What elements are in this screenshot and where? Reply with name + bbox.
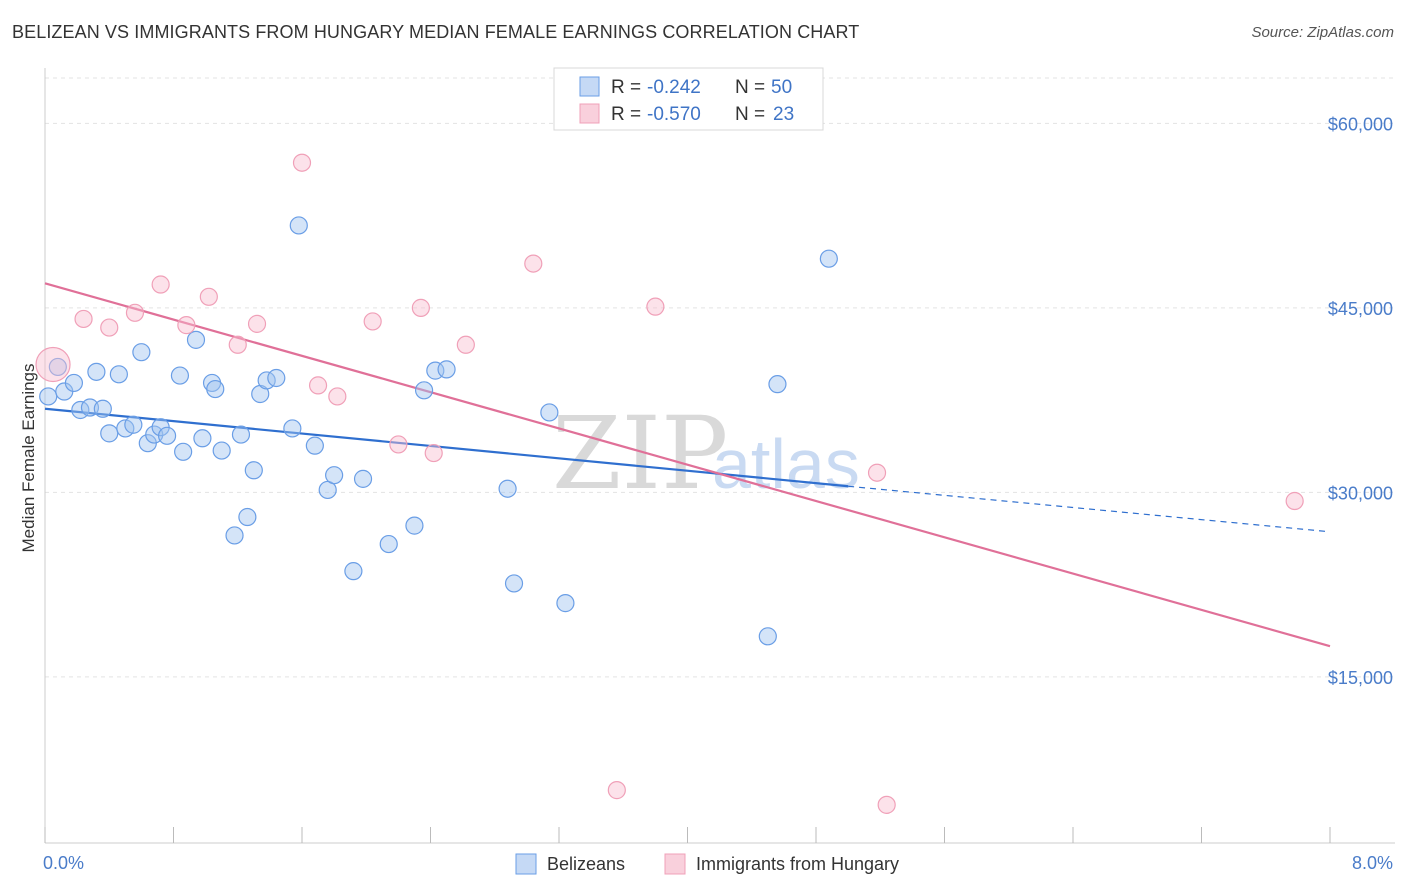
watermark-zip: ZIP xyxy=(552,395,728,512)
point-belizeans xyxy=(819,249,838,268)
point-belizeans xyxy=(157,426,177,445)
point-belizeans xyxy=(540,403,559,422)
point-belizeans xyxy=(353,469,373,488)
chart-title: BELIZEAN VS IMMIGRANTS FROM HUNGARY MEDI… xyxy=(12,22,860,42)
legend-n-label-1: N = xyxy=(735,77,765,98)
point-hungary xyxy=(74,309,93,329)
trend-line-hungary xyxy=(44,282,1331,648)
y-tick-label: $30,000 xyxy=(1328,483,1393,503)
point-belizeans xyxy=(87,362,106,381)
point-belizeans xyxy=(109,365,128,384)
correlation-legend: R = -0.242 N = 50 R = -0.570 N = 23 xyxy=(553,67,824,131)
point-belizeans xyxy=(768,375,787,394)
point-belizeans xyxy=(405,516,424,535)
watermark-atlas: atlas xyxy=(712,425,860,503)
point-belizeans xyxy=(325,466,344,485)
data-points xyxy=(35,153,1304,814)
point-belizeans xyxy=(437,360,456,379)
point-belizeans xyxy=(414,381,434,400)
point-belizeans xyxy=(212,441,231,460)
point-belizeans xyxy=(504,574,524,593)
point-belizeans xyxy=(289,216,308,235)
point-hungary xyxy=(247,314,267,333)
point-hungary xyxy=(228,335,247,354)
x-tick-label-min: 0.0% xyxy=(43,853,84,873)
point-hungary xyxy=(646,297,665,316)
point-hungary xyxy=(35,346,71,383)
legend-n-label-2: N = xyxy=(735,104,765,125)
point-belizeans xyxy=(39,387,58,406)
point-hungary xyxy=(177,316,196,335)
point-belizeans xyxy=(93,399,112,418)
point-hungary xyxy=(308,376,328,395)
point-belizeans xyxy=(344,562,363,581)
legend-r-label-2: R = xyxy=(611,104,641,125)
point-belizeans xyxy=(132,343,151,362)
source-label: Source: ZipAtlas.com xyxy=(1251,24,1394,41)
legend-swatch-blue xyxy=(579,76,600,97)
point-belizeans xyxy=(174,442,193,461)
point-belizeans xyxy=(124,415,143,434)
point-belizeans xyxy=(206,379,225,399)
trend-line-belizeans-extension xyxy=(848,485,1331,533)
legend-r-value-1: -0.242 xyxy=(647,77,701,98)
point-belizeans xyxy=(100,424,119,443)
point-hungary xyxy=(199,287,218,306)
point-hungary xyxy=(328,387,347,406)
point-hungary xyxy=(456,335,475,354)
point-belizeans xyxy=(186,330,206,349)
point-belizeans xyxy=(379,534,398,554)
legend-r-label-1: R = xyxy=(611,77,641,98)
legend-n-value-1: 50 xyxy=(771,77,792,98)
point-hungary xyxy=(100,318,119,337)
point-hungary xyxy=(389,435,408,454)
legend-n-value-2: 23 xyxy=(773,104,794,125)
point-belizeans xyxy=(80,398,100,417)
series-legend-hungary: Immigrants from Hungary xyxy=(696,854,899,874)
point-belizeans xyxy=(231,425,251,444)
point-belizeans xyxy=(145,425,164,444)
series-legend: Belizeans Immigrants from Hungary xyxy=(515,853,899,875)
point-belizeans xyxy=(244,461,263,480)
x-tick-label-max: 8.0% xyxy=(1352,853,1393,873)
point-hungary xyxy=(424,443,443,463)
point-belizeans xyxy=(556,594,575,613)
point-belizeans xyxy=(758,627,777,646)
point-belizeans xyxy=(193,429,212,448)
series-legend-swatch-belizeans xyxy=(515,853,537,875)
grid-lines xyxy=(45,77,1395,678)
point-hungary xyxy=(363,312,382,331)
series-legend-belizeans: Belizeans xyxy=(547,854,625,874)
point-hungary xyxy=(877,795,896,814)
point-hungary xyxy=(867,463,887,482)
point-hungary xyxy=(607,781,626,800)
point-belizeans xyxy=(64,373,84,393)
trend-lines xyxy=(44,282,1331,648)
point-belizeans xyxy=(225,526,244,545)
point-hungary xyxy=(292,153,312,172)
series-legend-swatch-hungary xyxy=(664,853,686,875)
x-tick-labels: 0.0% 8.0% xyxy=(43,853,1393,873)
point-hungary xyxy=(411,298,430,317)
point-hungary xyxy=(125,303,145,322)
point-hungary xyxy=(151,275,170,294)
legend-r-value-2: -0.570 xyxy=(647,104,701,125)
y-tick-label: $15,000 xyxy=(1328,668,1393,688)
legend-swatch-pink xyxy=(579,103,600,124)
point-belizeans xyxy=(498,479,517,498)
point-belizeans xyxy=(283,419,302,438)
point-belizeans xyxy=(170,366,190,385)
point-belizeans xyxy=(238,507,257,527)
y-tick-labels: $15,000 $30,000 $45,000 $60,000 xyxy=(1328,114,1393,688)
y-axis-label: Median Female Earnings xyxy=(19,364,38,553)
y-tick-label: $60,000 xyxy=(1328,114,1393,134)
axes xyxy=(44,68,1395,844)
point-hungary xyxy=(1285,491,1304,511)
point-belizeans xyxy=(267,368,286,388)
y-tick-label: $45,000 xyxy=(1328,299,1393,319)
point-hungary xyxy=(524,254,543,273)
point-belizeans xyxy=(305,436,324,455)
point-belizeans xyxy=(48,357,67,377)
